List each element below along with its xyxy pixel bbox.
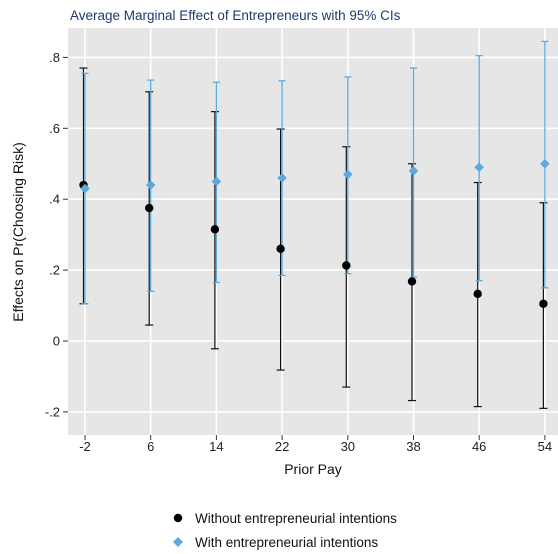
y-tick-label: .4 <box>49 192 60 207</box>
legend-marker-without <box>173 513 183 523</box>
point-without <box>539 299 548 308</box>
point-with <box>145 180 156 190</box>
x-axis-label: Prior Pay <box>284 461 342 477</box>
y-tick-label: .2 <box>49 263 60 278</box>
y-axis: -.2 0 .2 .4 .6 .8 <box>45 50 68 419</box>
point-without <box>407 277 417 286</box>
y-tick-label: .6 <box>49 121 60 136</box>
y-tick-label: -.2 <box>45 404 60 419</box>
legend-marker-with <box>173 537 183 547</box>
point-without <box>210 225 220 234</box>
x-tick-label: 46 <box>472 439 486 454</box>
y-tick-label: 0 <box>53 334 60 349</box>
y-axis-label: Effects on Pr(Choosing Risk) <box>10 142 26 321</box>
x-tick-label: 30 <box>341 439 355 454</box>
y-tick-label: .8 <box>49 50 60 65</box>
point-with <box>343 169 353 180</box>
point-with <box>540 158 550 169</box>
point-without <box>473 289 482 299</box>
x-tick-label: 6 <box>147 439 154 454</box>
plot-background <box>68 28 558 435</box>
x-tick-label: 14 <box>209 439 223 454</box>
point-with <box>408 166 419 176</box>
point-without <box>145 203 154 213</box>
x-tick-label: 22 <box>275 439 289 454</box>
chart-marks <box>79 40 550 409</box>
legend-label-without: Without entrepreneurial intentions <box>195 511 397 526</box>
point-with <box>474 162 484 173</box>
legend: Without entrepreneurial intentions With … <box>173 511 397 550</box>
point-without <box>342 261 351 270</box>
point-with <box>80 183 90 194</box>
legend-label-with: With entrepreneurial intentions <box>195 535 378 550</box>
x-axis: -2 6 14 22 30 38 46 54 <box>79 435 552 454</box>
chart-title: Average Marginal Effect of Entrepreneurs… <box>70 8 401 23</box>
x-tick-label: -2 <box>79 439 91 454</box>
x-tick-label: 38 <box>406 439 420 454</box>
point-with <box>277 173 287 183</box>
x-tick-label: 54 <box>538 439 552 454</box>
point-without <box>276 244 285 254</box>
point-with <box>211 176 222 187</box>
